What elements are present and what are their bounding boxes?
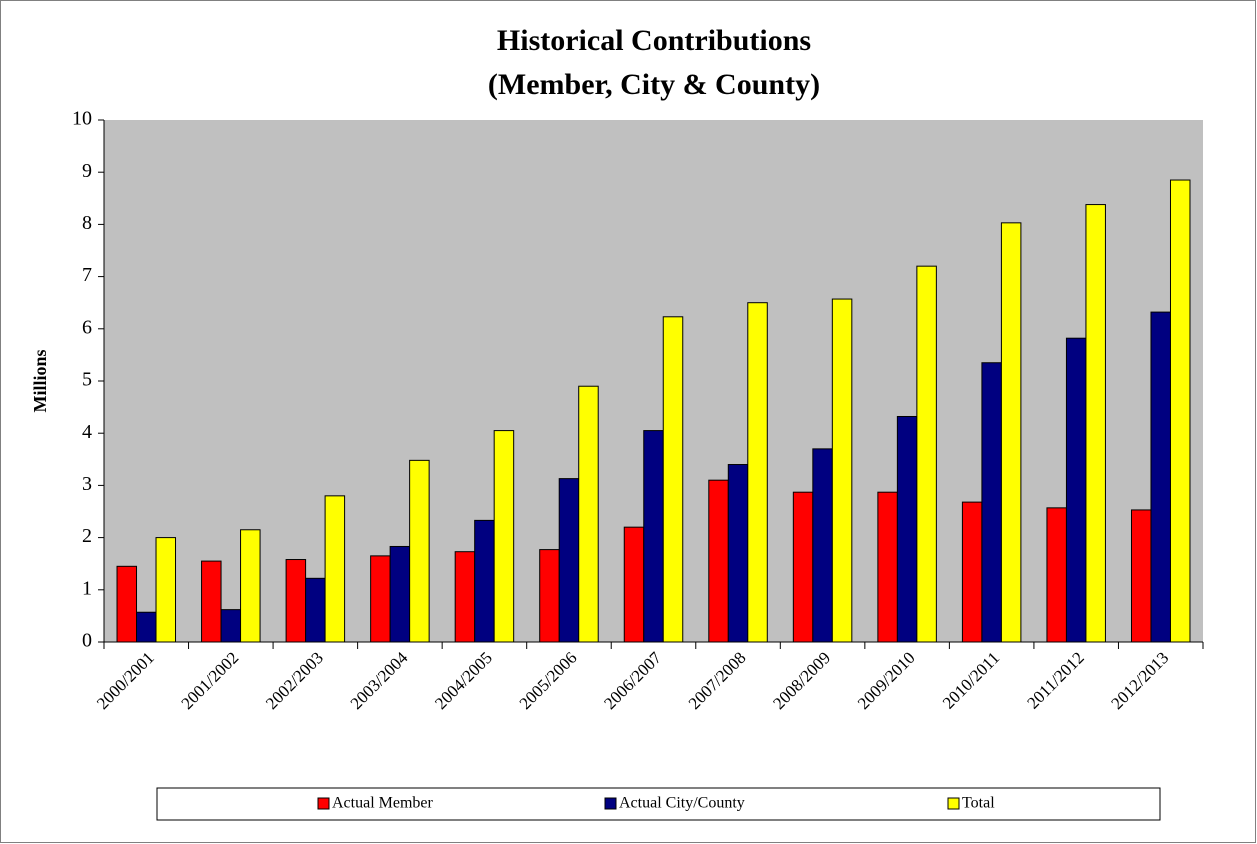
bar	[643, 430, 664, 643]
legend-swatch	[947, 797, 960, 810]
bar	[389, 545, 411, 643]
bar	[1000, 222, 1022, 643]
bar	[409, 459, 430, 643]
y-tick-label: 0	[82, 630, 92, 652]
bar	[578, 385, 599, 643]
bar	[792, 491, 814, 643]
bar	[1130, 509, 1152, 643]
legend-label: Actual Member	[332, 795, 434, 812]
bar	[662, 316, 684, 643]
legend-label: Total	[962, 795, 995, 812]
bar	[201, 560, 222, 643]
y-tick-label: 5	[82, 369, 92, 391]
bar	[493, 430, 515, 643]
bar	[1065, 337, 1087, 643]
bar	[1169, 179, 1191, 643]
y-tick-label: 4	[82, 421, 92, 443]
bar	[305, 577, 326, 643]
bar	[961, 501, 983, 643]
bar	[981, 362, 1002, 643]
bar	[370, 555, 391, 643]
legend-swatch	[604, 797, 617, 810]
bar	[1150, 311, 1171, 643]
bar	[877, 491, 898, 643]
bar	[136, 611, 157, 643]
y-tick-label: 7	[82, 264, 92, 286]
y-tick-label: 8	[82, 212, 92, 234]
bar	[324, 495, 346, 643]
legend-label: Actual City/County	[619, 795, 745, 812]
bar	[896, 415, 918, 643]
bar	[155, 537, 177, 643]
bar	[623, 526, 645, 643]
bar	[831, 298, 853, 643]
bar	[1085, 204, 1106, 643]
y-tick-label: 6	[82, 316, 92, 338]
chart-subtitle: (Member, City & County)	[488, 68, 820, 101]
bar	[812, 448, 833, 643]
bar	[1046, 507, 1067, 643]
bar	[747, 302, 768, 643]
y-tick-label: 1	[82, 577, 92, 599]
bar	[454, 551, 476, 643]
legend-swatch	[317, 797, 330, 810]
bar	[558, 478, 580, 643]
chart-title: Historical Contributions	[497, 24, 811, 57]
bar	[474, 519, 495, 643]
y-tick-label: 3	[82, 473, 92, 495]
bar	[116, 565, 138, 643]
y-tick-label: 2	[82, 525, 92, 547]
y-tick-label: 9	[82, 160, 92, 182]
bar	[916, 265, 937, 643]
bar	[220, 609, 242, 643]
y-tick-label: 10	[72, 108, 92, 130]
bar	[240, 529, 261, 643]
y-axis-title: Millions	[30, 349, 50, 412]
bar	[727, 464, 749, 643]
bar	[539, 549, 560, 643]
bar	[708, 479, 729, 643]
bar	[285, 559, 307, 643]
